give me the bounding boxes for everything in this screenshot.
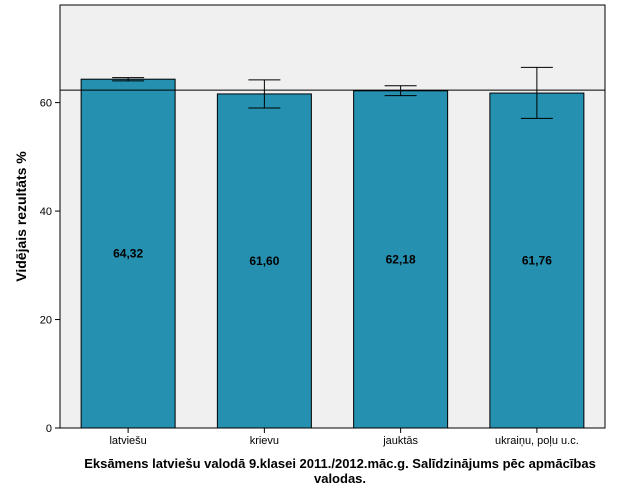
y-tick-label: 20 <box>40 315 52 327</box>
y-tick-label: 40 <box>40 206 52 218</box>
y-axis: 0 20 40 60 <box>40 98 60 435</box>
bar-value-label: 64,32 <box>113 247 143 261</box>
x-tick-label: ukraiņu, poļu u.c. <box>495 435 579 447</box>
bar <box>489 92 585 429</box>
bar <box>216 93 312 429</box>
bar-value-label: 61,76 <box>522 254 552 268</box>
x-axis: latviešu krievu jauktās ukraiņu, poļu u.c. <box>109 428 579 447</box>
x-tick-label: latviešu <box>109 435 146 447</box>
x-tick-label: krievu <box>250 435 279 447</box>
y-tick-label: 0 <box>46 423 52 435</box>
y-axis-label: Vidējais rezultāts % <box>13 151 29 282</box>
bar-value-label: 61,60 <box>249 254 279 268</box>
x-axis-label: Eksāmens latviešu valodā 9.klasei 2011./… <box>84 456 596 486</box>
x-tick-label: jauktās <box>382 435 418 447</box>
bar-value-label: 62,18 <box>386 252 416 266</box>
y-tick-label: 60 <box>40 98 52 110</box>
